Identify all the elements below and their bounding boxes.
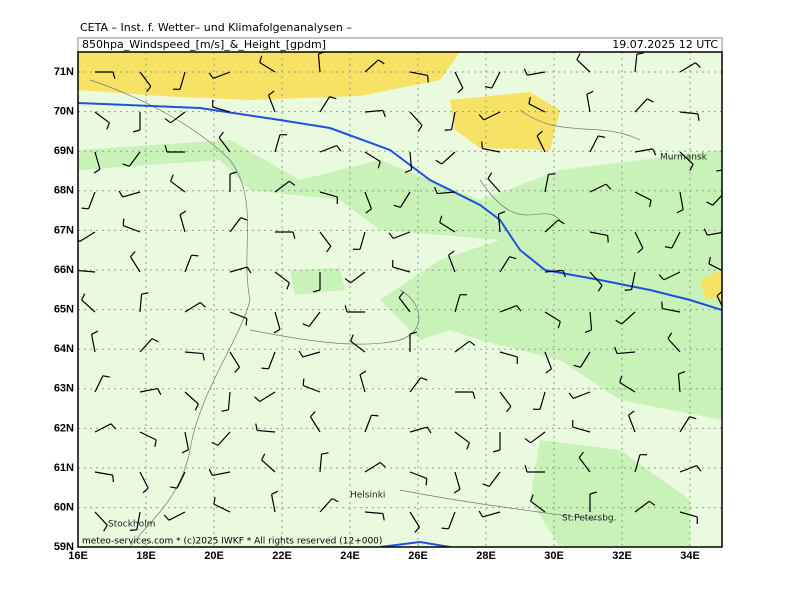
- lat-label: 63N: [54, 383, 74, 395]
- wind-barb-flag: [442, 528, 449, 529]
- wind-barb-flag: [625, 290, 632, 291]
- wind-barb-flag: [738, 482, 740, 489]
- city-label: Murmansk: [660, 153, 708, 163]
- wind-barb: [725, 472, 740, 482]
- lon-label: 20E: [204, 550, 224, 562]
- wind-barb-flag: [738, 380, 744, 384]
- lon-labels: 16E 18E 20E 22E 24E 26E 28E 30E 32E 34E: [68, 550, 700, 562]
- source-title: CETA – Inst. f. Wetter– und Klimafolgena…: [80, 21, 352, 34]
- wind-barb-flag: [191, 255, 198, 256]
- wind-barb-flag: [608, 235, 609, 242]
- lat-label: 71N: [54, 66, 74, 78]
- lat-label: 61N: [54, 462, 74, 474]
- wind-barb: [725, 380, 738, 392]
- city-label: St.Petersbg.: [562, 514, 617, 524]
- wind-barb-flag: [728, 334, 735, 335]
- city-label: Stockholm: [108, 520, 155, 530]
- lat-label: 67N: [54, 224, 74, 236]
- lon-label: 30E: [544, 550, 564, 562]
- wind-barb-flag: [371, 415, 378, 416]
- wind-barb-flag: [426, 478, 427, 485]
- lon-label: 28E: [476, 550, 496, 562]
- lat-label: 68N: [54, 185, 74, 197]
- wind-barb-flag: [246, 318, 247, 325]
- wind-barb-flag: [726, 529, 732, 533]
- wind-barb-flag: [743, 430, 745, 437]
- lat-label: 65N: [54, 304, 74, 316]
- wind-barb-flag: [113, 475, 114, 482]
- lon-label: 26E: [408, 550, 428, 562]
- wind-barb: [725, 512, 731, 529]
- wind-barb-flag: [548, 174, 555, 175]
- wind-barb-flag: [428, 75, 429, 82]
- map-area: [75, 52, 746, 548]
- wind-barb: [725, 334, 728, 352]
- lon-label: 24E: [340, 550, 360, 562]
- wind-barb-flag: [76, 264, 77, 271]
- lat-label: 70N: [54, 106, 74, 118]
- wind-barb-flag: [729, 127, 734, 132]
- wind-barb-flag: [303, 379, 304, 386]
- wind-barb-flag: [262, 368, 269, 369]
- wind-barb: [725, 112, 734, 127]
- valid-time: 19.07.2025 12 UTC: [612, 38, 718, 51]
- wind-barb-flag: [741, 79, 742, 86]
- product-title: 850hpa_Windspeed_[m/s]_&_Height_[gpdm]: [82, 38, 326, 51]
- footer-credit: meteo-services.com * (c)2025 IWKF * All …: [82, 537, 382, 547]
- lon-label: 22E: [272, 550, 292, 562]
- lon-label: 34E: [680, 550, 700, 562]
- wind-barb: [725, 430, 743, 432]
- lat-label: 64N: [54, 343, 74, 355]
- wind-barb-flag: [445, 130, 452, 131]
- city-label: Helsinki: [350, 491, 385, 501]
- wind-barb-flag: [130, 530, 137, 531]
- lat-label: 69N: [54, 145, 74, 157]
- lat-label: 62N: [54, 422, 74, 434]
- wind-barb-flag: [123, 219, 124, 226]
- wind-barb: [723, 152, 725, 170]
- lat-label: 66N: [54, 264, 74, 276]
- lon-label: 32E: [612, 550, 632, 562]
- wind-barb-flag: [482, 142, 483, 149]
- lon-label: 16E: [68, 550, 88, 562]
- wind-barb: [725, 72, 742, 79]
- wind-barb-flag: [82, 208, 89, 209]
- wind-barb-flag: [662, 302, 663, 309]
- lat-label: 60N: [54, 502, 74, 514]
- lon-label: 18E: [136, 550, 156, 562]
